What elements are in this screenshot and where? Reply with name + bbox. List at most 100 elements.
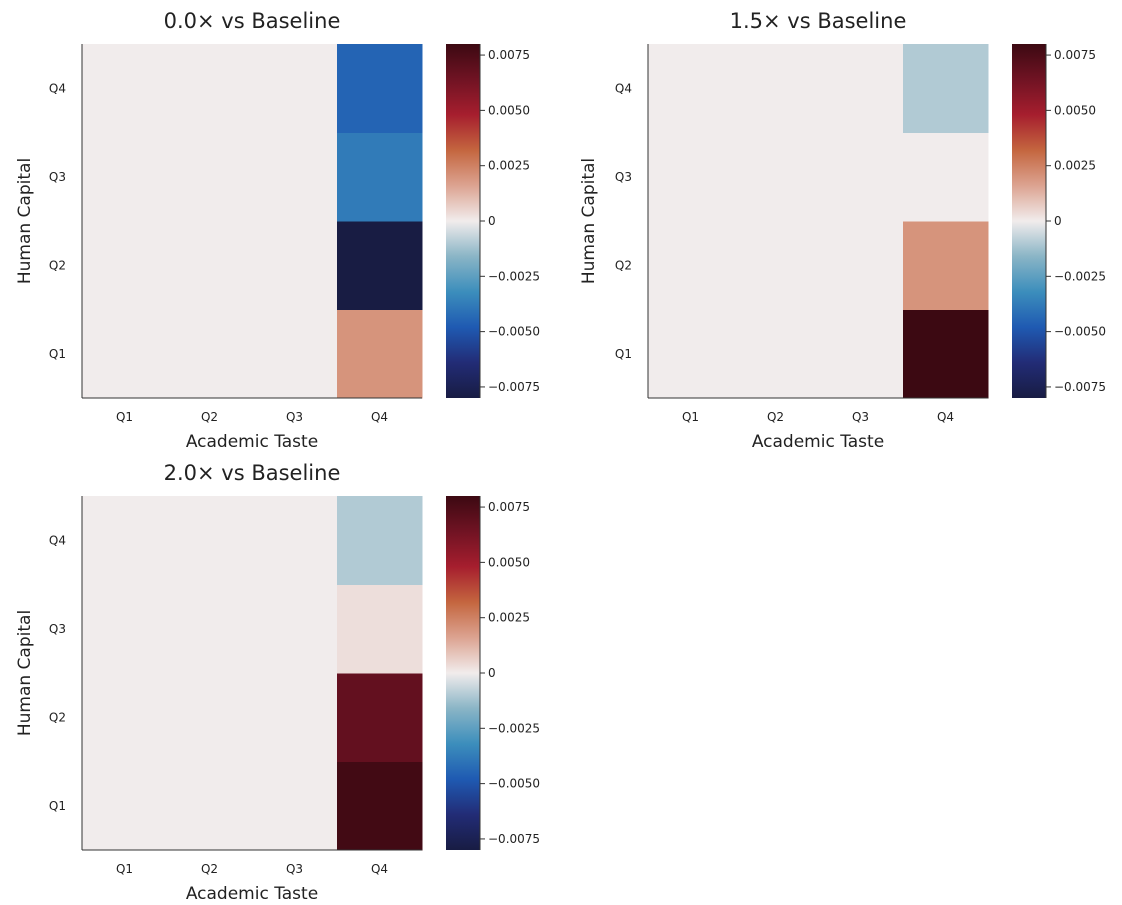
- heatmap-cell-q3-q3: [252, 584, 338, 674]
- colorbar-tick-label: 0: [488, 666, 496, 680]
- heatmap-cell-q3-q4: [903, 132, 989, 222]
- chart-title: 0.0× vs Baseline: [164, 9, 341, 33]
- heatmap-cell-q3-q4: [337, 584, 423, 674]
- y-tick-label: Q1: [49, 347, 66, 361]
- y-axis-label: Human Capital: [15, 158, 35, 284]
- heatmap-cell-q4-q2: [733, 44, 819, 133]
- y-tick-label: Q4: [49, 81, 66, 95]
- heatmap-panel-1: Q1 Q2 Q3 Q4 Q1 Q2 Q3 Q4 0.0× vs Baseline Academic…: [15, 9, 540, 452]
- y-axis-label: Human Capital: [579, 158, 599, 284]
- heatmap-cell-q3-q1: [648, 132, 734, 222]
- y-tick-label: Q3: [615, 170, 632, 184]
- heatmap-cell-q1-q1: [648, 309, 734, 399]
- heatmap-cell-q2-q1: [82, 673, 168, 762]
- x-tick-label: Q2: [201, 410, 218, 424]
- colorbar-tick-label: 0: [1054, 214, 1062, 228]
- heatmap-cell-q1-q3: [252, 761, 338, 851]
- heatmap-cell-q2-q2: [733, 221, 819, 310]
- heatmap-cell-q4-q1: [648, 44, 734, 133]
- y-tick-label: Q3: [49, 170, 66, 184]
- y-tick-label: Q2: [49, 258, 66, 272]
- colorbar-tick-label: 0.0050: [1054, 103, 1096, 117]
- colorbar-tick-label: 0.0050: [488, 555, 530, 569]
- y-tick-label: Q4: [615, 81, 632, 95]
- colorbar: [1012, 44, 1046, 398]
- heatmap-cell-q1-q4: [337, 309, 423, 399]
- x-axis-label: Academic Taste: [186, 432, 318, 452]
- x-tick-label: Q2: [767, 410, 784, 424]
- heatmap-cell-q1-q3: [818, 309, 904, 399]
- colorbar-tick-label: 0.0025: [488, 159, 530, 173]
- heatmap-cell-q4-q4: [337, 496, 423, 585]
- heatmap-cell-q2-q4: [337, 221, 423, 310]
- heatmap-cell-q1-q1: [82, 761, 168, 851]
- heatmap-cell-q1-q1: [82, 309, 168, 399]
- heatmap-cell-q2-q2: [167, 221, 253, 310]
- heatmap-cell-q1-q2: [167, 309, 253, 399]
- colorbar: [446, 44, 480, 398]
- heatmap-cell-q2-q1: [82, 221, 168, 310]
- colorbar-tick-label: −0.0075: [488, 832, 540, 846]
- heatmap-cell-q4-q2: [167, 44, 253, 133]
- colorbar-tick-label: 0.0025: [1054, 159, 1096, 173]
- x-axis-label: Academic Taste: [186, 884, 318, 904]
- colorbar-tick-label: −0.0050: [488, 325, 540, 339]
- y-tick-label: Q1: [49, 799, 66, 813]
- heatmap-cell-q3-q2: [733, 132, 819, 222]
- heatmap-cell-q3-q4: [337, 132, 423, 222]
- heatmap-cell-q3-q2: [167, 584, 253, 674]
- heatmap-cell-q2-q4: [337, 673, 423, 762]
- colorbar-tick-label: −0.0050: [1054, 325, 1106, 339]
- heatmap-cell-q4-q4: [337, 44, 423, 133]
- x-tick-label: Q4: [371, 862, 388, 876]
- heatmap-cell-q3-q2: [167, 132, 253, 222]
- heatmap-cell-q4-q4: [903, 44, 989, 133]
- heatmap-cell-q2-q3: [252, 221, 338, 310]
- y-tick-label: Q2: [615, 258, 632, 272]
- heatmap-panel-2: Q1 Q2 Q3 Q4 Q1 Q2 Q3 Q4 1.5× vs Baseline Academic…: [579, 9, 1106, 452]
- x-axis-label: Academic Taste: [752, 432, 884, 452]
- colorbar-tick-label: −0.0050: [488, 777, 540, 791]
- y-tick-label: Q2: [49, 710, 66, 724]
- x-tick-label: Q4: [371, 410, 388, 424]
- heatmap-cell-q1-q4: [337, 761, 423, 851]
- heatmap-cell-q3-q3: [252, 132, 338, 222]
- colorbar-tick-label: −0.0075: [488, 380, 540, 394]
- colorbar-tick-label: −0.0025: [1054, 269, 1106, 283]
- colorbar-tick-label: −0.0025: [488, 721, 540, 735]
- heatmap-cell-q2-q3: [818, 221, 904, 310]
- heatmap-cell-q3-q3: [818, 132, 904, 222]
- x-tick-label: Q3: [286, 862, 303, 876]
- heatmap-cell-q4-q1: [82, 496, 168, 585]
- heatmap-cell-q1-q4: [903, 309, 989, 399]
- x-tick-label: Q3: [852, 410, 869, 424]
- heatmap-cell-q1-q3: [252, 309, 338, 399]
- x-tick-label: Q1: [682, 410, 699, 424]
- colorbar-tick-label: 0.0075: [488, 48, 530, 62]
- heatmap-cell-q3-q1: [82, 132, 168, 222]
- heatmap-cell-q4-q3: [818, 44, 904, 133]
- y-tick-label: Q3: [49, 622, 66, 636]
- heatmap-cell-q4-q2: [167, 496, 253, 585]
- y-axis-label: Human Capital: [15, 610, 35, 736]
- heatmap-cell-q4-q3: [252, 496, 338, 585]
- heatmap-cell-q1-q2: [733, 309, 819, 399]
- heatmap-cell-q4-q1: [82, 44, 168, 133]
- colorbar-tick-label: 0.0075: [1054, 48, 1096, 62]
- colorbar-tick-label: −0.0075: [1054, 380, 1106, 394]
- colorbar-tick-label: 0.0025: [488, 611, 530, 625]
- heatmap-cell-q4-q3: [252, 44, 338, 133]
- x-tick-label: Q1: [116, 862, 133, 876]
- heatmap-cell-q2-q3: [252, 673, 338, 762]
- heatmap-cell-q2-q1: [648, 221, 734, 310]
- x-tick-label: Q3: [286, 410, 303, 424]
- colorbar-tick-label: 0: [488, 214, 496, 228]
- x-tick-label: Q1: [116, 410, 133, 424]
- heatmap-cell-q1-q2: [167, 761, 253, 851]
- y-tick-label: Q4: [49, 533, 66, 547]
- heatmap-cell-q2-q2: [167, 673, 253, 762]
- chart-title: 1.5× vs Baseline: [730, 9, 907, 33]
- y-tick-label: Q1: [615, 347, 632, 361]
